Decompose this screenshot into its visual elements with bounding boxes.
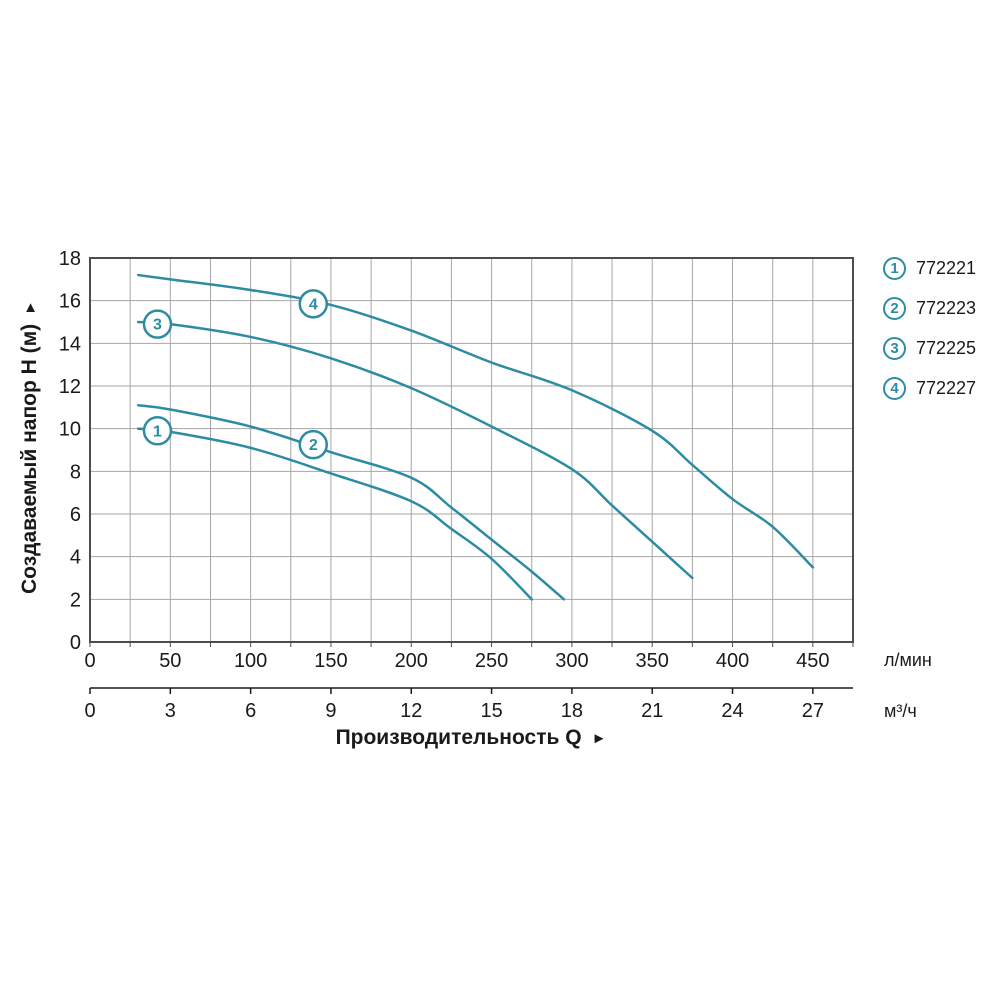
x-tick-label-m3h: 24 <box>721 700 743 722</box>
x-axis-title: Производительность Q ► <box>336 726 607 750</box>
x-tick-label-lmin: 250 <box>475 650 508 672</box>
legend-item-1: 1 772221 <box>883 256 976 280</box>
x-tick-label-lmin: 400 <box>716 650 749 672</box>
curve-4-marker: 4 <box>298 289 329 319</box>
y-tick-label: 4 <box>70 547 81 569</box>
legend-item-2: 2 772223 <box>883 296 976 320</box>
x-tick-label-lmin: 450 <box>796 650 829 672</box>
x-tick-label-m3h: 21 <box>641 700 663 722</box>
svg-text:4: 4 <box>309 296 318 313</box>
x-tick-label-lmin: 0 <box>84 650 95 672</box>
svg-text:1: 1 <box>153 423 162 440</box>
up-arrow-icon: ▲ <box>22 298 38 316</box>
y-tick-label: 8 <box>70 461 81 483</box>
x-axis-unit-m3h: м³/ч <box>884 701 917 721</box>
legend-model-label-4: 772227 <box>916 377 977 398</box>
legend-model-label-3: 772225 <box>916 337 977 358</box>
curve-3 <box>136 320 694 580</box>
y-tick-label: 14 <box>59 333 81 355</box>
y-axis-title: Создаваемый напор H (м) ▲ <box>18 298 42 595</box>
legend-model-label-1: 772221 <box>916 257 977 278</box>
x-tick-label-m3h: 15 <box>480 700 502 722</box>
x-tick-label-lmin: 150 <box>314 650 347 672</box>
curve-2-badge: 2 <box>883 296 906 320</box>
legend-item-4: 4 772227 <box>883 376 976 400</box>
y-tick-label: 2 <box>70 589 81 611</box>
svg-text:3: 3 <box>153 317 162 334</box>
curve-2-marker: 2 <box>298 429 329 460</box>
x-tick-label-m3h: 6 <box>245 700 256 722</box>
pump-curves <box>136 273 815 601</box>
x-tick-label-lmin: 200 <box>395 650 428 672</box>
y-axis-title-text: Создаваемый напор H (м) <box>18 323 41 595</box>
x-tick-label-lmin: 300 <box>555 650 588 672</box>
x-tick-label-m3h: 12 <box>400 700 422 722</box>
x-tick-label-lmin: 350 <box>636 650 669 672</box>
x-tick-label-m3h: 0 <box>84 700 95 722</box>
x-tick-label-lmin: 100 <box>234 650 267 672</box>
curve-3-badge: 3 <box>883 336 906 360</box>
y-tick-label: 16 <box>59 291 81 313</box>
x-axis-unit-lmin: л/мин <box>884 650 932 670</box>
right-arrow-icon: ► <box>591 729 607 747</box>
x-tick-label-m3h: 9 <box>325 700 336 722</box>
y-tick-label: 0 <box>70 632 81 654</box>
curve-1-badge: 1 <box>883 256 906 280</box>
curve-1 <box>136 427 533 601</box>
y-tick-label: 10 <box>59 419 81 441</box>
x-tick-label-m3h: 18 <box>561 700 583 722</box>
y-tick-label: 12 <box>59 376 81 398</box>
curve-4 <box>136 273 815 569</box>
y-tick-label: 6 <box>70 504 81 526</box>
svg-text:2: 2 <box>309 437 318 454</box>
x-tick-label-lmin: 50 <box>159 650 181 672</box>
curve-4-badge: 4 <box>883 376 906 400</box>
x-axis-ticks <box>89 642 854 647</box>
secondary-x-axis <box>89 687 853 694</box>
curve-2 <box>136 403 566 601</box>
x-tick-label-m3h: 3 <box>165 700 176 722</box>
x-tick-label-m3h: 27 <box>802 700 824 722</box>
legend-model-label-2: 772223 <box>916 297 977 318</box>
legend: 1 772221 2 772223 3 772225 4 772227 <box>883 256 976 416</box>
curve-3-marker: 3 <box>142 309 173 339</box>
legend-item-3: 3 772225 <box>883 336 976 360</box>
gridlines <box>90 258 853 642</box>
y-tick-label: 18 <box>59 248 81 270</box>
curve-1-marker: 1 <box>142 416 173 446</box>
x-axis-title-text: Производительность Q <box>335 726 582 749</box>
plot-frame <box>89 257 854 643</box>
